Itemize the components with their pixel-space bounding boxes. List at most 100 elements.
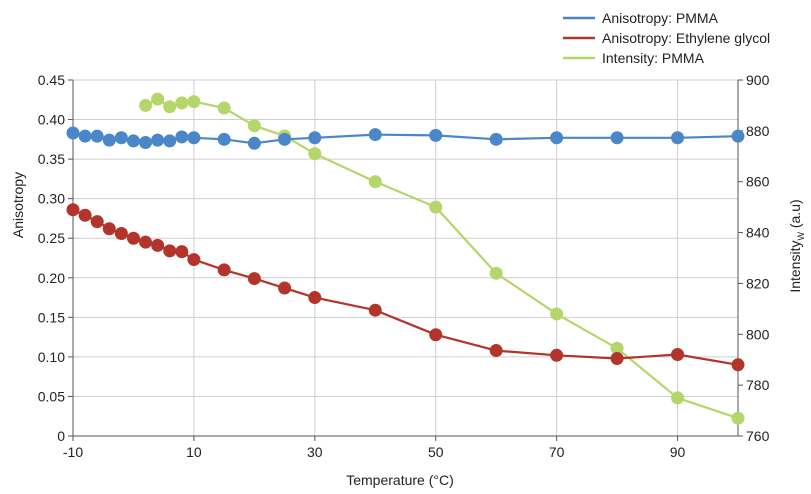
data-point bbox=[66, 126, 80, 140]
data-point bbox=[429, 200, 443, 214]
x-tick-label: 10 bbox=[186, 444, 202, 460]
y-left-tick-label: 0.10 bbox=[38, 349, 65, 365]
data-point bbox=[368, 303, 382, 317]
data-point bbox=[429, 328, 443, 342]
data-point bbox=[139, 235, 153, 249]
data-point bbox=[278, 281, 292, 295]
y-left-tick-label: 0.25 bbox=[38, 230, 65, 246]
x-tick-label: 30 bbox=[307, 444, 323, 460]
data-point bbox=[429, 128, 443, 142]
series-layer bbox=[66, 92, 745, 425]
data-point bbox=[163, 244, 177, 258]
data-point bbox=[126, 231, 140, 245]
y-right-tick-label: 860 bbox=[746, 174, 770, 190]
y-left-tick-label: 0.45 bbox=[38, 72, 65, 88]
data-point bbox=[308, 291, 322, 305]
data-point bbox=[78, 208, 92, 222]
data-point bbox=[217, 101, 231, 115]
y-right-tick-label: 820 bbox=[746, 275, 770, 291]
data-point bbox=[175, 245, 189, 259]
series-line bbox=[72, 208, 739, 366]
y-left-tick-label: 0.30 bbox=[38, 191, 65, 207]
data-point bbox=[731, 411, 745, 425]
data-point bbox=[90, 215, 104, 229]
axes: 0 0.05 0.10 0.15 0.20 0.25 0.30 0.35 0.40 0.45 760… bbox=[38, 72, 770, 460]
legend-label: Anisotropy: Ethylene glycol bbox=[602, 30, 770, 46]
x-tick-label: -10 bbox=[63, 444, 83, 460]
data-point bbox=[308, 131, 322, 145]
data-point bbox=[163, 134, 177, 148]
data-point bbox=[217, 263, 231, 277]
x-tick-label: 90 bbox=[670, 444, 686, 460]
data-point bbox=[550, 307, 564, 321]
data-point bbox=[187, 131, 201, 145]
data-point bbox=[731, 129, 745, 143]
data-point bbox=[114, 131, 128, 145]
data-point bbox=[489, 266, 503, 280]
legend: Anisotropy: PMMA Anisotropy: Ethylene gly… bbox=[563, 10, 770, 66]
data-point bbox=[163, 100, 177, 114]
y-right-axis-title-subscript: W bbox=[796, 232, 806, 241]
y-right-axis-title: IntensityW (a.u) bbox=[787, 199, 806, 292]
data-point bbox=[126, 134, 140, 148]
y-right-axis-title-main: Intensity bbox=[787, 241, 803, 293]
data-point bbox=[247, 119, 261, 133]
data-point bbox=[368, 128, 382, 142]
data-point bbox=[139, 135, 153, 149]
y-left-tick-label: 0.15 bbox=[38, 309, 65, 325]
y-left-tick-label: 0.05 bbox=[38, 388, 65, 404]
data-point bbox=[550, 348, 564, 362]
x-tick-label: 70 bbox=[549, 444, 565, 460]
data-point bbox=[671, 131, 685, 145]
legend-label: Intensity: PMMA bbox=[602, 50, 705, 66]
data-point bbox=[78, 129, 92, 143]
data-point bbox=[610, 351, 624, 365]
x-tick-label: 50 bbox=[428, 444, 444, 460]
y-left-tick-label: 0.40 bbox=[38, 112, 65, 128]
data-point bbox=[102, 222, 116, 236]
data-point bbox=[175, 130, 189, 144]
legend-label: Anisotropy: PMMA bbox=[602, 10, 719, 26]
data-point bbox=[610, 341, 624, 355]
y-left-tick-label: 0.35 bbox=[38, 151, 65, 167]
data-point bbox=[114, 226, 128, 240]
data-point bbox=[489, 132, 503, 146]
data-point bbox=[489, 344, 503, 358]
data-point bbox=[151, 238, 165, 252]
data-point bbox=[278, 132, 292, 146]
y-right-tick-label: 780 bbox=[746, 377, 770, 393]
y-right-tick-label: 800 bbox=[746, 326, 770, 342]
y-left-tick-label: 0 bbox=[57, 428, 65, 444]
data-point bbox=[247, 136, 261, 150]
series-0 bbox=[66, 126, 745, 150]
series-2 bbox=[139, 92, 745, 425]
y-right-tick-label: 840 bbox=[746, 225, 770, 241]
data-point bbox=[308, 147, 322, 161]
data-point bbox=[610, 131, 624, 145]
y-right-tick-label: 900 bbox=[746, 72, 770, 88]
y-right-tick-label: 760 bbox=[746, 428, 770, 444]
series-1 bbox=[66, 203, 745, 372]
data-point bbox=[247, 272, 261, 286]
data-point bbox=[187, 253, 201, 267]
series-line bbox=[144, 97, 739, 420]
grid bbox=[73, 79, 738, 436]
data-point bbox=[66, 203, 80, 217]
data-point bbox=[175, 96, 189, 110]
data-point bbox=[671, 391, 685, 405]
data-point bbox=[102, 133, 116, 147]
data-point bbox=[671, 348, 685, 362]
data-point bbox=[151, 133, 165, 147]
y-right-axis-title-unit: (a.u) bbox=[787, 199, 803, 232]
x-axis-title: Temperature (°C) bbox=[346, 472, 454, 488]
data-point bbox=[151, 92, 165, 106]
data-point bbox=[550, 131, 564, 145]
data-point bbox=[90, 129, 104, 143]
data-point bbox=[187, 95, 201, 109]
y-right-tick-label: 880 bbox=[746, 123, 770, 139]
data-point bbox=[217, 132, 231, 146]
data-point bbox=[731, 358, 745, 372]
data-point bbox=[368, 175, 382, 189]
